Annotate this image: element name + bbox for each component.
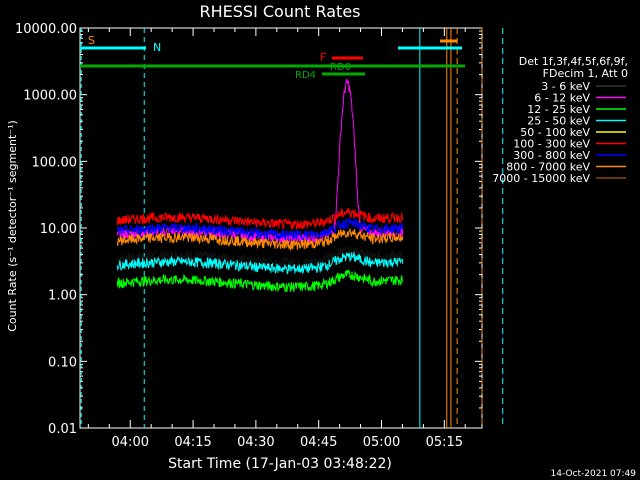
legend-entry-label: 25 - 50 keV (527, 115, 590, 128)
legend-entry-label: 7000 - 15000 keV (492, 172, 590, 185)
series-line (116, 269, 404, 292)
x-tick-label: 05:00 (363, 435, 400, 450)
legend-entry-label: 12 - 25 keV (527, 103, 590, 116)
x-tick-label: 04:00 (112, 435, 149, 450)
y-axis-label: Count Rate (s⁻¹ detector⁻¹ segment⁻¹) (6, 120, 19, 332)
x-tick-label: 04:45 (300, 435, 337, 450)
series-line (116, 227, 404, 252)
series-line (116, 217, 404, 241)
y-tick-label: 10000.00 (15, 22, 77, 37)
series-line (116, 250, 404, 276)
annotation-label: S (88, 34, 95, 47)
legend-entry-label: 300 - 800 keV (513, 149, 590, 162)
legend-title-line-2: FDecim 1, Att 0 (543, 67, 628, 80)
legend-entry-label: 3 - 6 keV (541, 80, 590, 93)
legend-title-line-1: Det 1f,3f,4f,5f,6f,9f, (519, 55, 628, 68)
series-line (116, 208, 404, 230)
plot-area: 0.01 0.10 1.00 10.00 100.00 1000.00 10000.00 04… (15, 22, 504, 450)
x-axis-label: Start Time (17-Jan-03 03:48:22) (168, 456, 392, 472)
x-tick-label: 04:15 (174, 435, 211, 450)
legend-entry-label: 50 - 100 keV (520, 126, 590, 139)
y-tick-label: 1.00 (48, 289, 77, 304)
y-tick-label: 1000.00 (23, 89, 77, 104)
y-tick-label: 10.00 (40, 222, 77, 237)
y-tick-label: 0.01 (48, 422, 77, 437)
annotation-label: RD0 (330, 62, 351, 73)
y-tick-label: 0.10 (48, 355, 77, 370)
legend-entry-label: 100 - 300 keV (513, 138, 590, 151)
legend-entry-label: 800 - 7000 keV (506, 161, 590, 174)
x-tick-label: 04:30 (237, 435, 274, 450)
series-line (116, 245, 404, 269)
annotation-label: RD4 (295, 70, 316, 81)
annotation-label: N (153, 41, 161, 54)
x-tick-label: 05:15 (426, 435, 463, 450)
annotation-label: F (320, 51, 326, 64)
chart-title: RHESSI Count Rates (200, 2, 361, 21)
y-tick-label: 100.00 (32, 155, 78, 170)
timestamp-label: 14-Oct-2021 07:49 (551, 469, 637, 479)
legend-entry-label: 6 - 12 keV (534, 92, 590, 105)
